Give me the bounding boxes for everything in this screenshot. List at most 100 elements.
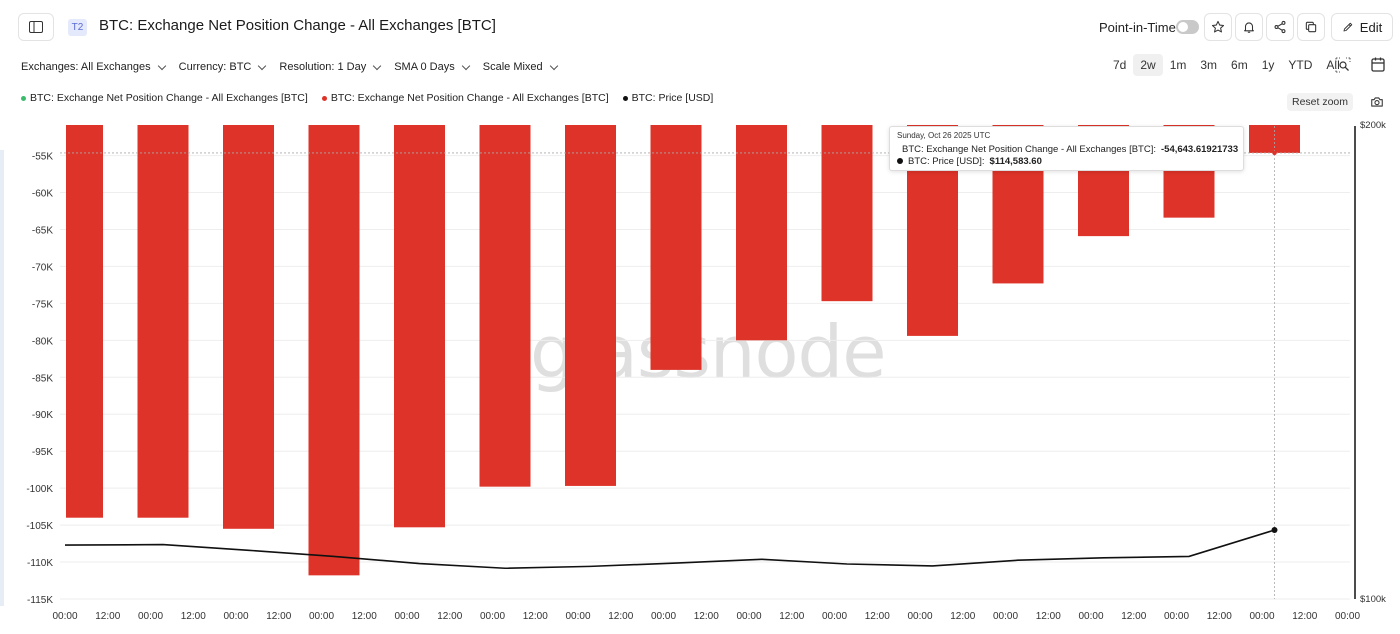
bar bbox=[821, 125, 873, 302]
legend-label: BTC: Exchange Net Position Change - All … bbox=[330, 92, 609, 104]
price-marker bbox=[1271, 527, 1278, 534]
share-button[interactable] bbox=[1266, 13, 1294, 41]
x-tick-label: 00:00 bbox=[736, 611, 761, 622]
price-line bbox=[64, 529, 1275, 570]
tooltip-value: -54,643.61921733 bbox=[1161, 143, 1239, 155]
alert-button[interactable] bbox=[1235, 13, 1263, 41]
currency-dropdown-label: Currency: BTC bbox=[178, 61, 252, 73]
range-7d-button[interactable]: 7d bbox=[1113, 58, 1127, 72]
scale-dropdown-label: Scale Mixed bbox=[482, 61, 543, 73]
bar bbox=[479, 125, 531, 487]
range-2w-button[interactable]: 2w bbox=[1133, 54, 1163, 76]
edit-button[interactable]: Edit bbox=[1331, 13, 1393, 41]
currency-dropdown[interactable]: Currency: BTC bbox=[178, 60, 267, 74]
x-tick-label: 12:00 bbox=[1207, 611, 1232, 622]
chart-canvas[interactable]: -55K -60K -65K -70K -75K -80K -85K -90K -95K -100… bbox=[0, 114, 1400, 634]
x-tick-label: 00:00 bbox=[565, 611, 590, 622]
x-tick-label: 00:00 bbox=[309, 611, 334, 622]
x-tick-label: 12:00 bbox=[1036, 611, 1061, 622]
bar bbox=[66, 125, 103, 518]
x-tick-label: 12:00 bbox=[523, 611, 548, 622]
edit-label: Edit bbox=[1359, 19, 1383, 35]
range-6m-button[interactable]: 6m bbox=[1231, 58, 1248, 72]
x-tick-label: 00:00 bbox=[1164, 611, 1189, 622]
bar bbox=[223, 125, 274, 529]
x-tick-label: 12:00 bbox=[694, 611, 719, 622]
sidebar-icon bbox=[29, 21, 43, 33]
range-3m-button[interactable]: 3m bbox=[1200, 58, 1218, 72]
chart-legend: BTC: Exchange Net Position Change - All … bbox=[21, 92, 713, 104]
star-icon bbox=[1211, 20, 1225, 33]
sidebar-toggle-button[interactable] bbox=[18, 13, 54, 41]
bar bbox=[565, 125, 616, 486]
resolution-dropdown[interactable]: Resolution: 1 Day bbox=[279, 60, 382, 74]
y-tick-label: -115K bbox=[27, 595, 53, 606]
legend-swatch bbox=[21, 95, 26, 101]
pencil-icon bbox=[1343, 22, 1352, 32]
exchanges-dropdown-label: Exchanges: All Exchanges bbox=[21, 61, 151, 73]
bar bbox=[308, 125, 360, 576]
tooltip-row: BTC: Exchange Net Position Change - All … bbox=[897, 143, 1239, 155]
x-tick-label: 12:00 bbox=[352, 611, 377, 622]
time-range-selector: 7d 2w 1m 3m 6m 1y YTD All bbox=[1106, 54, 1347, 76]
range-1m-button[interactable]: 1m bbox=[1169, 58, 1187, 72]
tooltip-label: BTC: Exchange Net Position Change - All … bbox=[902, 143, 1156, 155]
legend-item[interactable]: BTC: Exchange Net Position Change - All … bbox=[321, 92, 609, 104]
x-tick-label: 00:00 bbox=[480, 611, 505, 622]
y-tick-label: -105K bbox=[26, 521, 53, 532]
page-title: BTC: Exchange Net Position Change - All … bbox=[99, 17, 496, 34]
x-tick-label: 12:00 bbox=[95, 611, 120, 622]
legend-label: BTC: Exchange Net Position Change - All … bbox=[30, 92, 308, 104]
chevron-down-icon bbox=[372, 61, 382, 70]
point-in-time-toggle[interactable] bbox=[1176, 20, 1199, 34]
tooltip-value: $114,583.60 bbox=[989, 155, 1042, 167]
legend-swatch bbox=[321, 95, 327, 101]
bar bbox=[137, 125, 189, 518]
chevron-down-icon bbox=[461, 61, 470, 70]
chevron-down-icon bbox=[549, 61, 558, 70]
y-tick-label: -75K bbox=[32, 299, 53, 310]
x-tick-label: 12:00 bbox=[779, 611, 804, 622]
y-tick-label: -100K bbox=[26, 484, 53, 495]
legend-item[interactable]: BTC: Exchange Net Position Change - All … bbox=[21, 92, 308, 104]
duplicate-button[interactable] bbox=[1297, 13, 1325, 41]
x-tick-label: 12:00 bbox=[1121, 611, 1146, 622]
x-tick-label: 00:00 bbox=[1078, 611, 1103, 622]
camera-icon bbox=[1371, 97, 1383, 107]
share-icon bbox=[1274, 20, 1286, 34]
calendar-icon bbox=[1371, 57, 1385, 72]
sma-dropdown[interactable]: SMA 0 Days bbox=[394, 60, 470, 74]
x-tick-label: 12:00 bbox=[950, 611, 975, 622]
bar bbox=[736, 125, 787, 341]
x-tick-label: 12:00 bbox=[865, 611, 890, 622]
bar bbox=[650, 125, 702, 370]
y-tick-label: -55K bbox=[32, 152, 53, 163]
zoom-search-icon bbox=[1335, 57, 1351, 73]
scale-dropdown[interactable]: Scale Mixed bbox=[482, 60, 558, 74]
tooltip-row: BTC: Price [USD]: $114,583.60 bbox=[897, 155, 1236, 167]
x-tick-label: 12:00 bbox=[181, 611, 206, 622]
tooltip-label: BTC: Price [USD]: bbox=[908, 155, 985, 167]
y-tick-label: -90K bbox=[32, 410, 53, 421]
x-tick-label: 00:00 bbox=[822, 611, 847, 622]
zoom-range-button[interactable] bbox=[1334, 56, 1352, 74]
bar-marker bbox=[1272, 150, 1277, 156]
copy-icon bbox=[1305, 21, 1317, 33]
tooltip-swatch bbox=[897, 158, 903, 164]
screenshot-button[interactable] bbox=[1370, 95, 1384, 109]
bell-icon bbox=[1244, 22, 1254, 33]
x-tick-label: 00:00 bbox=[394, 611, 419, 622]
range-1y-button[interactable]: 1y bbox=[1261, 58, 1275, 72]
range-ytd-button[interactable]: YTD bbox=[1288, 58, 1313, 72]
chart-tooltip: Sunday, Oct 26 2025 UTC BTC: Exchange Ne… bbox=[889, 126, 1244, 171]
y-tick-label: -70K bbox=[32, 262, 53, 273]
reset-zoom-button[interactable]: Reset zoom bbox=[1287, 93, 1353, 111]
y-tick-label: -110K bbox=[27, 558, 53, 569]
exchanges-dropdown[interactable]: Exchanges: All Exchanges bbox=[21, 60, 166, 74]
x-tick-label: 00:00 bbox=[223, 611, 248, 622]
x-tick-label: 12:00 bbox=[1292, 611, 1317, 622]
y-tick-label: -65K bbox=[32, 225, 53, 236]
date-picker-button[interactable] bbox=[1367, 54, 1389, 76]
legend-item[interactable]: BTC: Price [USD] bbox=[622, 92, 713, 104]
favorite-button[interactable] bbox=[1204, 13, 1232, 41]
